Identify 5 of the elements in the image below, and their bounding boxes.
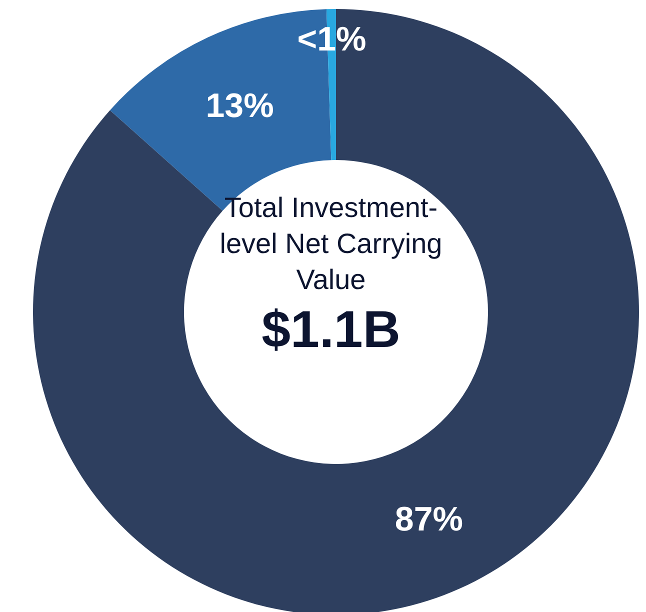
data-label: <1% — [297, 20, 366, 59]
text: Total Investment-level Net Carrying Value — [218, 191, 444, 297]
data-label: 87% — [394, 500, 463, 539]
data-label: 13% — [206, 86, 274, 125]
text: $1.1B — [260, 300, 402, 360]
